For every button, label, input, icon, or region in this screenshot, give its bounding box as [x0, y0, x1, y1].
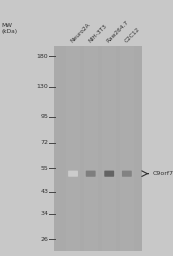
Text: 55: 55	[41, 166, 48, 171]
Text: MW
(kDa): MW (kDa)	[2, 23, 18, 34]
Text: C9orf72: C9orf72	[152, 171, 173, 176]
Text: 72: 72	[40, 140, 48, 145]
Text: C2C12: C2C12	[123, 26, 140, 44]
Bar	[102, 46, 116, 251]
Text: 26: 26	[40, 237, 48, 242]
FancyBboxPatch shape	[122, 170, 132, 177]
Text: 130: 130	[37, 84, 48, 89]
Text: Raw264.7: Raw264.7	[106, 19, 130, 44]
FancyBboxPatch shape	[104, 170, 114, 177]
Bar	[120, 46, 134, 251]
FancyBboxPatch shape	[68, 170, 78, 177]
Text: Neuro2A: Neuro2A	[70, 22, 91, 44]
Bar	[84, 46, 98, 251]
Text: 34: 34	[40, 211, 48, 216]
FancyBboxPatch shape	[86, 170, 96, 177]
Text: 95: 95	[40, 114, 48, 119]
Bar	[66, 46, 80, 251]
Bar	[54, 46, 142, 251]
Text: 180: 180	[37, 54, 48, 59]
Text: NIH-3T3: NIH-3T3	[87, 23, 108, 44]
Text: 43: 43	[40, 189, 48, 194]
